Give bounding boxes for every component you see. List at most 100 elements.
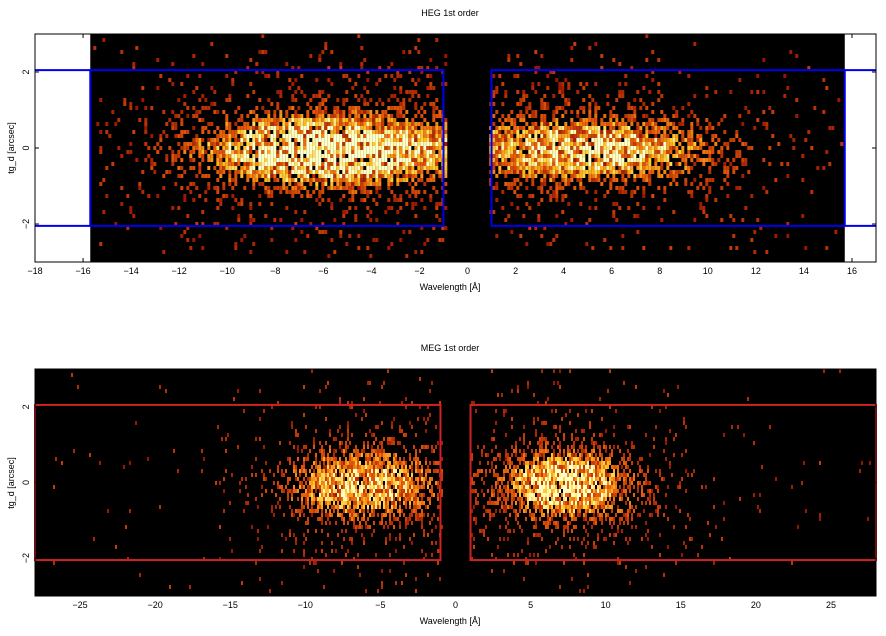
heat-cell <box>210 138 214 142</box>
heat-cell <box>393 465 395 469</box>
heat-cell <box>493 437 495 441</box>
heat-cell <box>174 182 178 186</box>
heat-cell <box>258 166 262 170</box>
heat-cell <box>533 393 535 397</box>
heat-cell <box>491 513 493 517</box>
heat-cell <box>570 162 574 166</box>
heat-cell <box>336 142 340 146</box>
heat-cell <box>383 381 385 385</box>
heat-cell <box>397 481 399 485</box>
heat-cell <box>387 138 391 142</box>
heat-cell <box>349 465 351 469</box>
heat-cell <box>300 122 304 126</box>
heat-cell <box>726 170 730 174</box>
heat-cell <box>336 114 340 118</box>
heat-cell <box>293 445 295 449</box>
heat-cell <box>360 146 364 150</box>
heat-cell <box>618 130 622 134</box>
heat-cell <box>321 110 325 114</box>
heat-cell <box>729 246 733 250</box>
heat-cell <box>355 477 357 481</box>
heat-cell <box>379 497 381 501</box>
heat-cell <box>378 114 382 118</box>
heat-cell <box>405 146 409 150</box>
heat-cell <box>627 142 631 146</box>
heat-cell <box>564 166 568 170</box>
heat-cell <box>375 493 377 497</box>
heat-cell <box>415 513 417 517</box>
heat-cell <box>390 150 394 154</box>
heat-cell <box>345 174 349 178</box>
heat-cell <box>606 130 610 134</box>
heat-cell <box>99 150 103 154</box>
heat-cell <box>315 170 319 174</box>
heat-cell <box>411 477 413 481</box>
heat-cell <box>423 162 427 166</box>
heat-cell <box>315 481 317 485</box>
heat-cell <box>501 138 505 142</box>
heat-cell <box>672 178 676 182</box>
heat-cell <box>750 90 754 94</box>
heat-cell <box>353 477 355 481</box>
heat-cell <box>291 130 295 134</box>
heat-cell <box>219 481 221 485</box>
heat-cell <box>645 158 649 162</box>
heat-cell <box>414 162 418 166</box>
heat-cell <box>425 477 427 481</box>
heat-cell <box>504 118 508 122</box>
heat-cell <box>540 134 544 138</box>
heat-cell <box>612 58 616 62</box>
heat-cell <box>546 242 550 246</box>
heat-cell <box>774 234 778 238</box>
heat-cell <box>201 130 205 134</box>
heat-cell <box>369 118 373 122</box>
heat-cell <box>303 477 305 481</box>
heat-cell <box>636 230 640 234</box>
heat-cell <box>501 122 505 126</box>
heat-cell <box>264 186 268 190</box>
heat-cell <box>429 146 433 150</box>
heat-cell <box>533 533 535 537</box>
heat-cell <box>576 122 580 126</box>
heat-cell <box>741 142 745 146</box>
heat-cell <box>249 130 253 134</box>
heat-cell <box>609 182 613 186</box>
heat-cell <box>204 174 208 178</box>
heat-cell <box>225 134 229 138</box>
heat-cell <box>288 174 292 178</box>
heat-cell <box>444 138 448 142</box>
heat-cell <box>618 162 622 166</box>
heat-cell <box>306 130 310 134</box>
heat-cell <box>357 110 361 114</box>
heat-cell <box>276 122 280 126</box>
heat-cell <box>375 142 379 146</box>
heat-cell <box>517 553 519 557</box>
heat-cell <box>168 146 172 150</box>
heat-cell <box>239 489 241 493</box>
heat-cell <box>399 162 403 166</box>
heat-cell <box>618 134 622 138</box>
heat-cell <box>321 130 325 134</box>
heat-cell <box>409 517 411 521</box>
heat-cell <box>393 461 395 465</box>
heat-cell <box>312 174 316 178</box>
heat-cell <box>762 122 766 126</box>
heat-cell <box>312 118 316 122</box>
heat-cell <box>732 170 736 174</box>
heat-cell <box>534 166 538 170</box>
heat-cell <box>762 58 766 62</box>
heat-cell <box>525 166 529 170</box>
heat-cell <box>198 154 202 158</box>
heat-cell <box>246 166 250 170</box>
heat-cell <box>483 505 485 509</box>
heat-cell <box>129 461 131 465</box>
heat-cell <box>552 118 556 122</box>
heat-cell <box>369 429 371 433</box>
heat-cell <box>347 465 349 469</box>
heat-cell <box>333 505 335 509</box>
heat-cell <box>503 505 505 509</box>
heat-cell <box>366 118 370 122</box>
heat-cell <box>513 146 517 150</box>
heat-cell <box>405 122 409 126</box>
heat-cell <box>810 146 814 150</box>
